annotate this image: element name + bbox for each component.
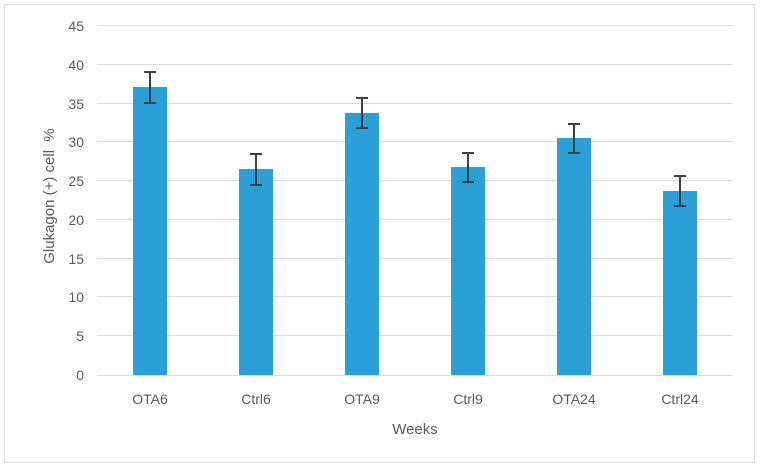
y-tick-label: 25 xyxy=(68,173,84,190)
error-bar-Ctrl24 xyxy=(679,174,681,208)
y-tick-label: 20 xyxy=(68,211,84,228)
gridline xyxy=(97,64,733,65)
y-tick-label: 5 xyxy=(76,328,84,345)
error-bar-top-cap-OTA6 xyxy=(144,70,156,73)
x-tick-label-Ctrl6: Ctrl6 xyxy=(241,391,271,407)
bar-OTA9 xyxy=(345,112,379,375)
gridline xyxy=(97,180,733,181)
gridline xyxy=(97,219,733,220)
error-bar-top-cap-OTA24 xyxy=(568,122,580,125)
x-tick-label-OTA24: OTA24 xyxy=(552,391,596,407)
gridline xyxy=(97,141,733,142)
x-tick-label-OTA6: OTA6 xyxy=(132,391,168,407)
error-bar-bottom-cap-Ctrl6 xyxy=(250,183,262,186)
y-axis-title: Glukagon (+) cell % xyxy=(41,128,58,264)
gridline xyxy=(97,296,733,297)
error-bar-OTA6 xyxy=(149,70,151,104)
gridline xyxy=(97,25,733,26)
error-bar-top-cap-Ctrl24 xyxy=(674,174,686,177)
bar-OTA6 xyxy=(133,87,167,375)
gridline xyxy=(97,258,733,259)
error-bar-bottom-cap-OTA6 xyxy=(144,101,156,104)
y-tick-label: 40 xyxy=(68,56,84,73)
y-tick-label: 35 xyxy=(68,95,84,112)
error-bar-bottom-cap-Ctrl9 xyxy=(462,180,474,183)
gridline xyxy=(97,335,733,336)
x-axis-line xyxy=(97,375,733,376)
x-tick-label-OTA9: OTA9 xyxy=(344,391,380,407)
gridline xyxy=(97,103,733,104)
chart-border-frame xyxy=(4,4,755,463)
error-bar-bottom-cap-Ctrl24 xyxy=(674,205,686,208)
error-bar-Ctrl6 xyxy=(255,153,257,186)
error-bar-top-cap-Ctrl6 xyxy=(250,153,262,156)
plot-area xyxy=(97,25,733,376)
y-tick-label: 45 xyxy=(68,18,84,34)
x-tick-label-Ctrl24: Ctrl24 xyxy=(661,391,699,407)
error-bar-bottom-cap-OTA24 xyxy=(568,151,580,154)
bar-Ctrl6 xyxy=(239,169,273,375)
y-tick-label: 15 xyxy=(68,250,84,267)
x-tick-label-Ctrl9: Ctrl9 xyxy=(453,391,483,407)
error-bar-top-cap-OTA9 xyxy=(356,96,368,99)
bar-Ctrl9 xyxy=(451,167,485,375)
bar-Ctrl24 xyxy=(663,191,697,375)
y-tick-label: 10 xyxy=(68,289,84,306)
error-bar-bottom-cap-OTA9 xyxy=(356,127,368,130)
bar-OTA24 xyxy=(557,138,591,375)
error-bar-top-cap-Ctrl9 xyxy=(462,151,474,154)
error-bar-OTA9 xyxy=(361,96,363,130)
y-tick-label: 0 xyxy=(76,367,84,383)
error-bar-Ctrl9 xyxy=(467,151,469,183)
y-tick-label: 30 xyxy=(68,134,84,151)
error-bar-OTA24 xyxy=(573,122,575,154)
x-axis-title: Weeks xyxy=(392,421,438,438)
